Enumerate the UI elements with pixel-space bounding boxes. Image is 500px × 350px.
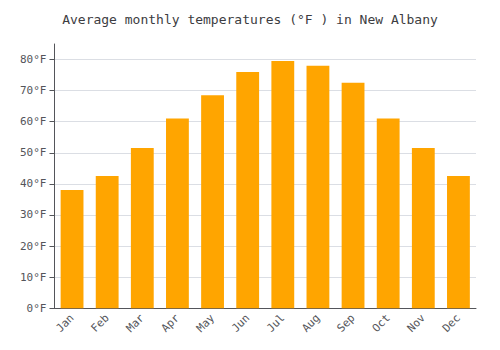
svg-text:Apr: Apr	[159, 311, 182, 334]
svg-text:80°F: 80°F	[20, 53, 47, 66]
svg-text:May: May	[194, 311, 217, 334]
svg-text:Mar: Mar	[124, 311, 147, 334]
svg-text:Oct: Oct	[370, 312, 393, 335]
svg-text:20°F: 20°F	[20, 240, 47, 253]
svg-text:Aug: Aug	[299, 312, 322, 335]
svg-text:Feb: Feb	[89, 312, 112, 335]
svg-text:Jul: Jul	[264, 312, 287, 335]
svg-text:Sep: Sep	[334, 312, 357, 335]
svg-text:70°F: 70°F	[20, 84, 47, 97]
svg-text:Average monthly temperatures (: Average monthly temperatures (°F ) in Ne…	[62, 12, 438, 27]
svg-text:Nov: Nov	[405, 311, 428, 334]
svg-text:60°F: 60°F	[20, 115, 47, 128]
svg-text:40°F: 40°F	[20, 177, 47, 190]
svg-text:Jun: Jun	[229, 312, 252, 335]
svg-text:50°F: 50°F	[20, 146, 47, 159]
svg-text:30°F: 30°F	[20, 208, 47, 221]
svg-text:Dec: Dec	[440, 312, 463, 335]
svg-text:Jan: Jan	[53, 312, 76, 335]
svg-text:10°F: 10°F	[20, 271, 47, 284]
svg-text:0°F: 0°F	[27, 302, 47, 315]
